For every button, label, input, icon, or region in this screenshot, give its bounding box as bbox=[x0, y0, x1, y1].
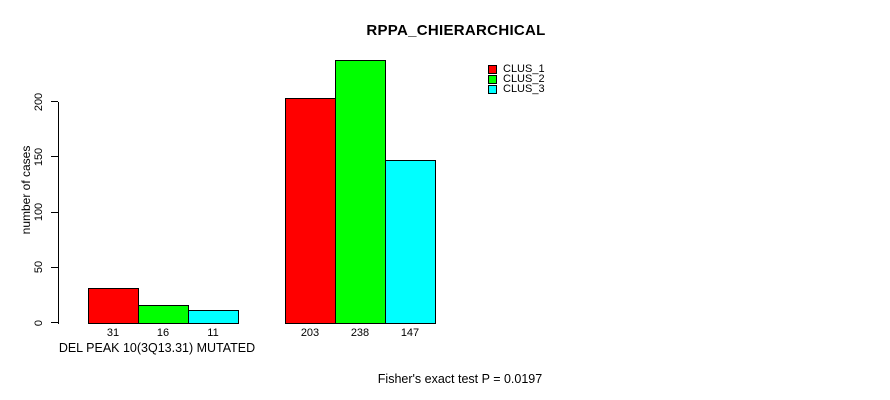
bar-clus_3-group2 bbox=[385, 160, 436, 324]
legend-swatch-clus_3 bbox=[488, 84, 497, 94]
legend-swatch-clus_1 bbox=[488, 64, 497, 74]
y-axis-tick-label: 200 bbox=[33, 92, 45, 111]
y-axis-tick bbox=[51, 211, 58, 213]
y-axis-tick-label: 50 bbox=[33, 261, 45, 274]
bar-clus_2-group2 bbox=[335, 59, 386, 324]
bar-value-label: 203 bbox=[300, 327, 320, 339]
legend-item-clus_1: CLUS_1 bbox=[488, 63, 545, 75]
annotation-fisher-test: Fisher's exact test P = 0.0197 bbox=[377, 372, 543, 386]
y-axis-tick bbox=[51, 101, 58, 102]
legend-item-clus_3: CLUS_3 bbox=[488, 83, 545, 95]
legend-label: CLUS_2 bbox=[503, 73, 545, 85]
bar-value-label: 147 bbox=[400, 327, 420, 339]
bar-value-label: 16 bbox=[156, 327, 170, 339]
bar-clus_1-group2 bbox=[285, 98, 336, 324]
y-axis-tick bbox=[51, 266, 58, 268]
bar-clus_2-group1 bbox=[138, 304, 189, 324]
y-axis-tick-label: 150 bbox=[33, 147, 45, 166]
legend-swatch-clus_2 bbox=[488, 74, 497, 84]
legend-label: CLUS_1 bbox=[503, 63, 545, 75]
bar-clus_1-group1 bbox=[88, 288, 139, 324]
y-axis-tick-label: 100 bbox=[33, 202, 45, 222]
y-axis-tick bbox=[51, 322, 58, 323]
chart-title: RPPA_CHIERARCHICAL bbox=[366, 22, 546, 39]
x-category-label: DEL PEAK 10(3Q13.31) MUTATED bbox=[58, 341, 256, 355]
y-axis-tick bbox=[51, 156, 58, 158]
y-axis-tick-label: 0 bbox=[33, 319, 45, 326]
legend: CLUS_1 CLUS_2 CLUS_3 bbox=[488, 63, 545, 95]
bar-clus_3-group1 bbox=[188, 310, 239, 324]
y-axis-line bbox=[58, 101, 59, 324]
bar-value-label: 31 bbox=[106, 327, 120, 339]
bar-value-label: 238 bbox=[350, 327, 370, 339]
bar-value-label: 11 bbox=[207, 327, 219, 339]
legend-label: CLUS_3 bbox=[503, 83, 545, 95]
legend-item-clus_2: CLUS_2 bbox=[488, 73, 545, 85]
